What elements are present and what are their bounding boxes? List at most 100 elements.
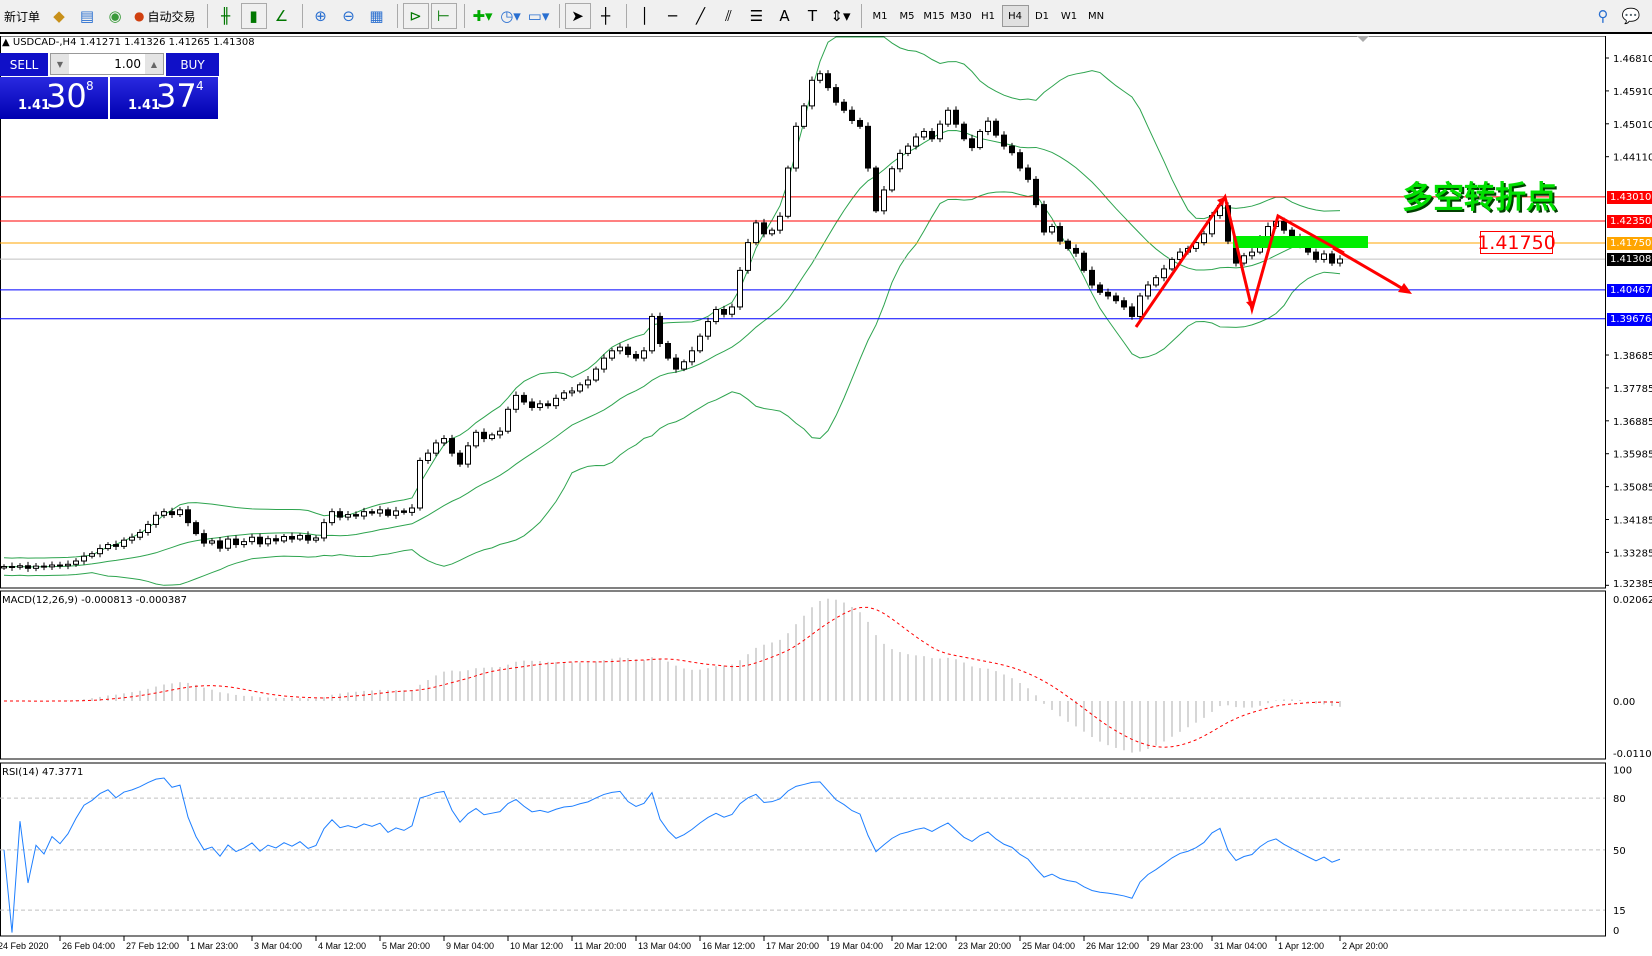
- data-window-icon[interactable]: ▤: [79, 7, 95, 25]
- candle: [233, 538, 239, 546]
- timeframe-m30[interactable]: M30: [950, 10, 972, 22]
- candle: [937, 123, 943, 140]
- candle: [377, 509, 383, 514]
- candle: [897, 152, 903, 170]
- fibonacci-icon[interactable]: ☰: [749, 7, 764, 25]
- y-tick-label: 1.32385: [1613, 579, 1652, 590]
- candle: [817, 73, 823, 81]
- lot-size-input[interactable]: ▼ 1.00 ▲: [50, 53, 164, 75]
- arrow-head-icon: [1398, 283, 1412, 294]
- x-tick-label: 31 Mar 04:00: [1214, 941, 1267, 951]
- arrows-icon[interactable]: ⇕▾: [830, 7, 851, 25]
- buy-button[interactable]: BUY: [166, 53, 219, 76]
- equidistant-channel-icon[interactable]: ⫽: [725, 7, 732, 25]
- vertical-line-icon[interactable]: │: [640, 7, 650, 25]
- sell-price[interactable]: 1.41 30 8: [0, 77, 108, 119]
- candle: [73, 560, 79, 565]
- x-tick-label: 20 Mar 12:00: [894, 941, 947, 951]
- candle: [81, 555, 87, 562]
- candle: [209, 540, 215, 544]
- candle: [1113, 295, 1119, 302]
- chart-shift-icon[interactable]: ⊢: [430, 3, 457, 29]
- timeframe-w1[interactable]: W1: [1060, 10, 1078, 22]
- indicators-icon[interactable]: ✚▾: [472, 7, 493, 25]
- search-icon[interactable]: ⚲: [1597, 7, 1609, 25]
- candle: [185, 509, 191, 524]
- line-chart-icon[interactable]: ∠: [274, 7, 289, 25]
- lot-decrease-button[interactable]: ▼: [51, 54, 69, 74]
- chart-shift-marker[interactable]: [1357, 36, 1369, 42]
- timeframe-h1[interactable]: H1: [981, 10, 995, 22]
- price-level-label[interactable]: 1.41750: [1477, 231, 1556, 254]
- auto-trading-label: 自动交易: [147, 9, 196, 24]
- candle: [249, 536, 255, 543]
- candle: [97, 548, 103, 555]
- candle: [433, 442, 439, 454]
- candle: [545, 403, 551, 407]
- chat-icon[interactable]: 💬: [1621, 7, 1641, 25]
- sell-button[interactable]: SELL: [0, 53, 48, 76]
- zigzag-trendline[interactable]: [1134, 193, 1345, 328]
- trendline-icon[interactable]: ╱: [696, 7, 706, 25]
- auto-trading-button[interactable]: ● 自动交易: [130, 3, 200, 29]
- candle: [1161, 268, 1167, 279]
- market-watch-icon[interactable]: ◆: [53, 7, 65, 25]
- candle: [1017, 152, 1023, 169]
- candle: [521, 394, 527, 403]
- green-zone-rectangle[interactable]: [1233, 236, 1368, 248]
- candle: [497, 430, 503, 436]
- candle: [313, 537, 319, 541]
- candle: [121, 539, 127, 547]
- candle: [745, 242, 751, 271]
- annotation-text[interactable]: 多空转折点: [1402, 180, 1557, 216]
- candle: [977, 130, 983, 149]
- candle: [1169, 258, 1175, 270]
- y-tick-label: 1.38685: [1613, 351, 1652, 362]
- horizontal-line-icon[interactable]: ─: [668, 7, 678, 25]
- candle: [1145, 284, 1151, 297]
- new-order-button[interactable]: 新订单: [4, 9, 41, 24]
- candle: [729, 306, 735, 315]
- candlestick-icon[interactable]: ▮: [240, 3, 267, 29]
- candle: [617, 346, 623, 352]
- candle: [257, 536, 263, 545]
- macd-signal-line: [3, 606, 1341, 748]
- candle: [873, 167, 879, 212]
- text-label-icon[interactable]: T: [807, 7, 818, 25]
- macd-y-tick-label: 0.02062: [1613, 595, 1652, 606]
- crosshair-icon[interactable]: ┼: [601, 7, 611, 25]
- signals-icon[interactable]: ◉: [108, 7, 122, 25]
- candle: [409, 507, 415, 513]
- zoom-in-icon[interactable]: ⊕: [314, 7, 327, 25]
- timeframe-m15[interactable]: M15: [923, 10, 945, 22]
- lot-increase-button[interactable]: ▲: [145, 54, 163, 74]
- candle: [1265, 226, 1271, 238]
- separator: [625, 4, 627, 28]
- cursor-icon[interactable]: ➤: [564, 3, 591, 29]
- candle: [473, 431, 479, 447]
- timeframe-d1[interactable]: D1: [1034, 10, 1050, 22]
- candle: [929, 130, 935, 140]
- candle: [241, 541, 247, 546]
- bar-chart-icon[interactable]: ╫: [221, 7, 231, 25]
- timeframe-m1[interactable]: M1: [872, 10, 888, 22]
- periods-icon[interactable]: ◷▾: [500, 7, 521, 25]
- timeframe-h4[interactable]: H4: [1001, 5, 1029, 27]
- chart-canvas[interactable]: 1.46810 1.45910 1.45010 1.44110 1.38685 1.377…: [0, 36, 1652, 956]
- x-tick-label: 16 Mar 12:00: [702, 941, 755, 951]
- timeframe-m5[interactable]: M5: [899, 10, 915, 22]
- templates-icon[interactable]: ▭▾: [527, 7, 550, 25]
- y-tick-label: 1.33285: [1613, 548, 1652, 559]
- timeframe-mn[interactable]: MN: [1087, 10, 1105, 22]
- candle: [793, 125, 799, 169]
- candle: [1009, 145, 1015, 154]
- zoom-out-icon[interactable]: ⊖: [342, 7, 355, 25]
- x-tick-label: 9 Mar 04:00: [446, 941, 494, 951]
- text-icon[interactable]: A: [779, 7, 790, 25]
- arrow-line[interactable]: [1332, 246, 1406, 292]
- lot-value[interactable]: 1.00: [114, 57, 141, 71]
- tile-windows-icon[interactable]: ▦: [369, 7, 384, 25]
- buy-price[interactable]: 1.41 37 4: [110, 77, 218, 119]
- candle: [113, 544, 119, 547]
- auto-scroll-icon[interactable]: ⊳: [402, 3, 429, 29]
